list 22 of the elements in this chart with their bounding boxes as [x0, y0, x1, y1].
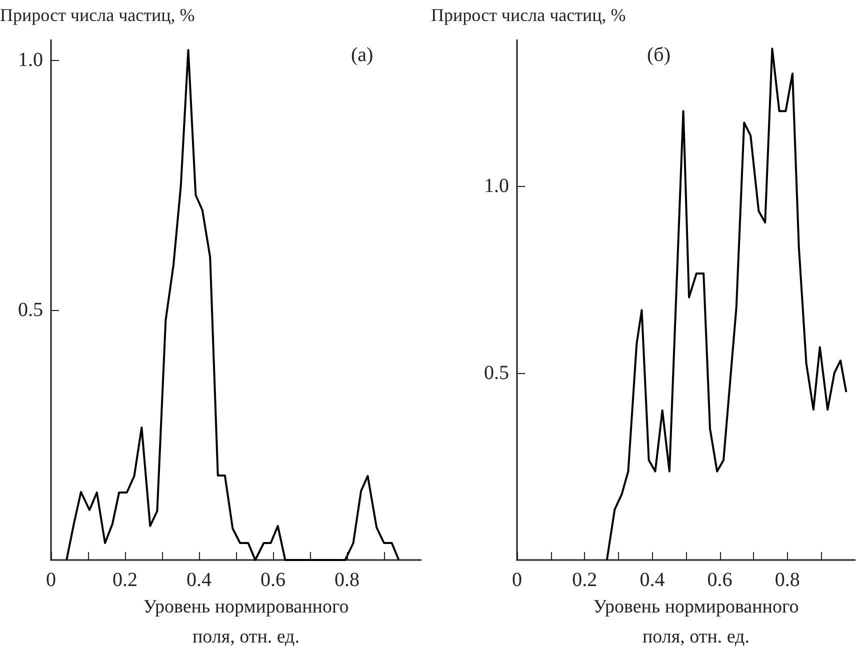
x-axis-title: Уровень нормированного поля, отн. ед. — [593, 596, 799, 648]
line-series — [66, 49, 400, 561]
annotation: (б) — [647, 44, 670, 66]
x-tick-label: 0.8 — [774, 569, 800, 591]
y-tick-label: 0.5 — [484, 362, 509, 384]
x-tick-label: 0 — [512, 569, 522, 591]
x-tick-label: 0.4 — [640, 569, 665, 591]
x-tick-label: 0 — [46, 569, 56, 591]
x-tick-label: 0.4 — [186, 569, 212, 591]
line-series — [606, 48, 848, 561]
annotation: (а) — [351, 44, 374, 66]
y-axis-title: Прирост числа частиц, % — [0, 5, 195, 25]
x-tick-label: 0.2 — [572, 569, 598, 591]
x-tick-label: 0.2 — [112, 569, 138, 591]
x-tick-label: 0.8 — [334, 569, 360, 591]
y-axis-title: Прирост числа частиц, % — [431, 5, 626, 25]
x-axis-title: Уровень нормированного поля, отн. ед. — [143, 596, 349, 648]
x-tick-label: 0.6 — [260, 569, 286, 591]
y-tick-label: 1.0 — [18, 49, 43, 71]
y-tick-label: 0.5 — [18, 299, 43, 321]
y-tick-label: 1.0 — [484, 174, 509, 197]
x-tick-label: 0.6 — [707, 569, 732, 591]
